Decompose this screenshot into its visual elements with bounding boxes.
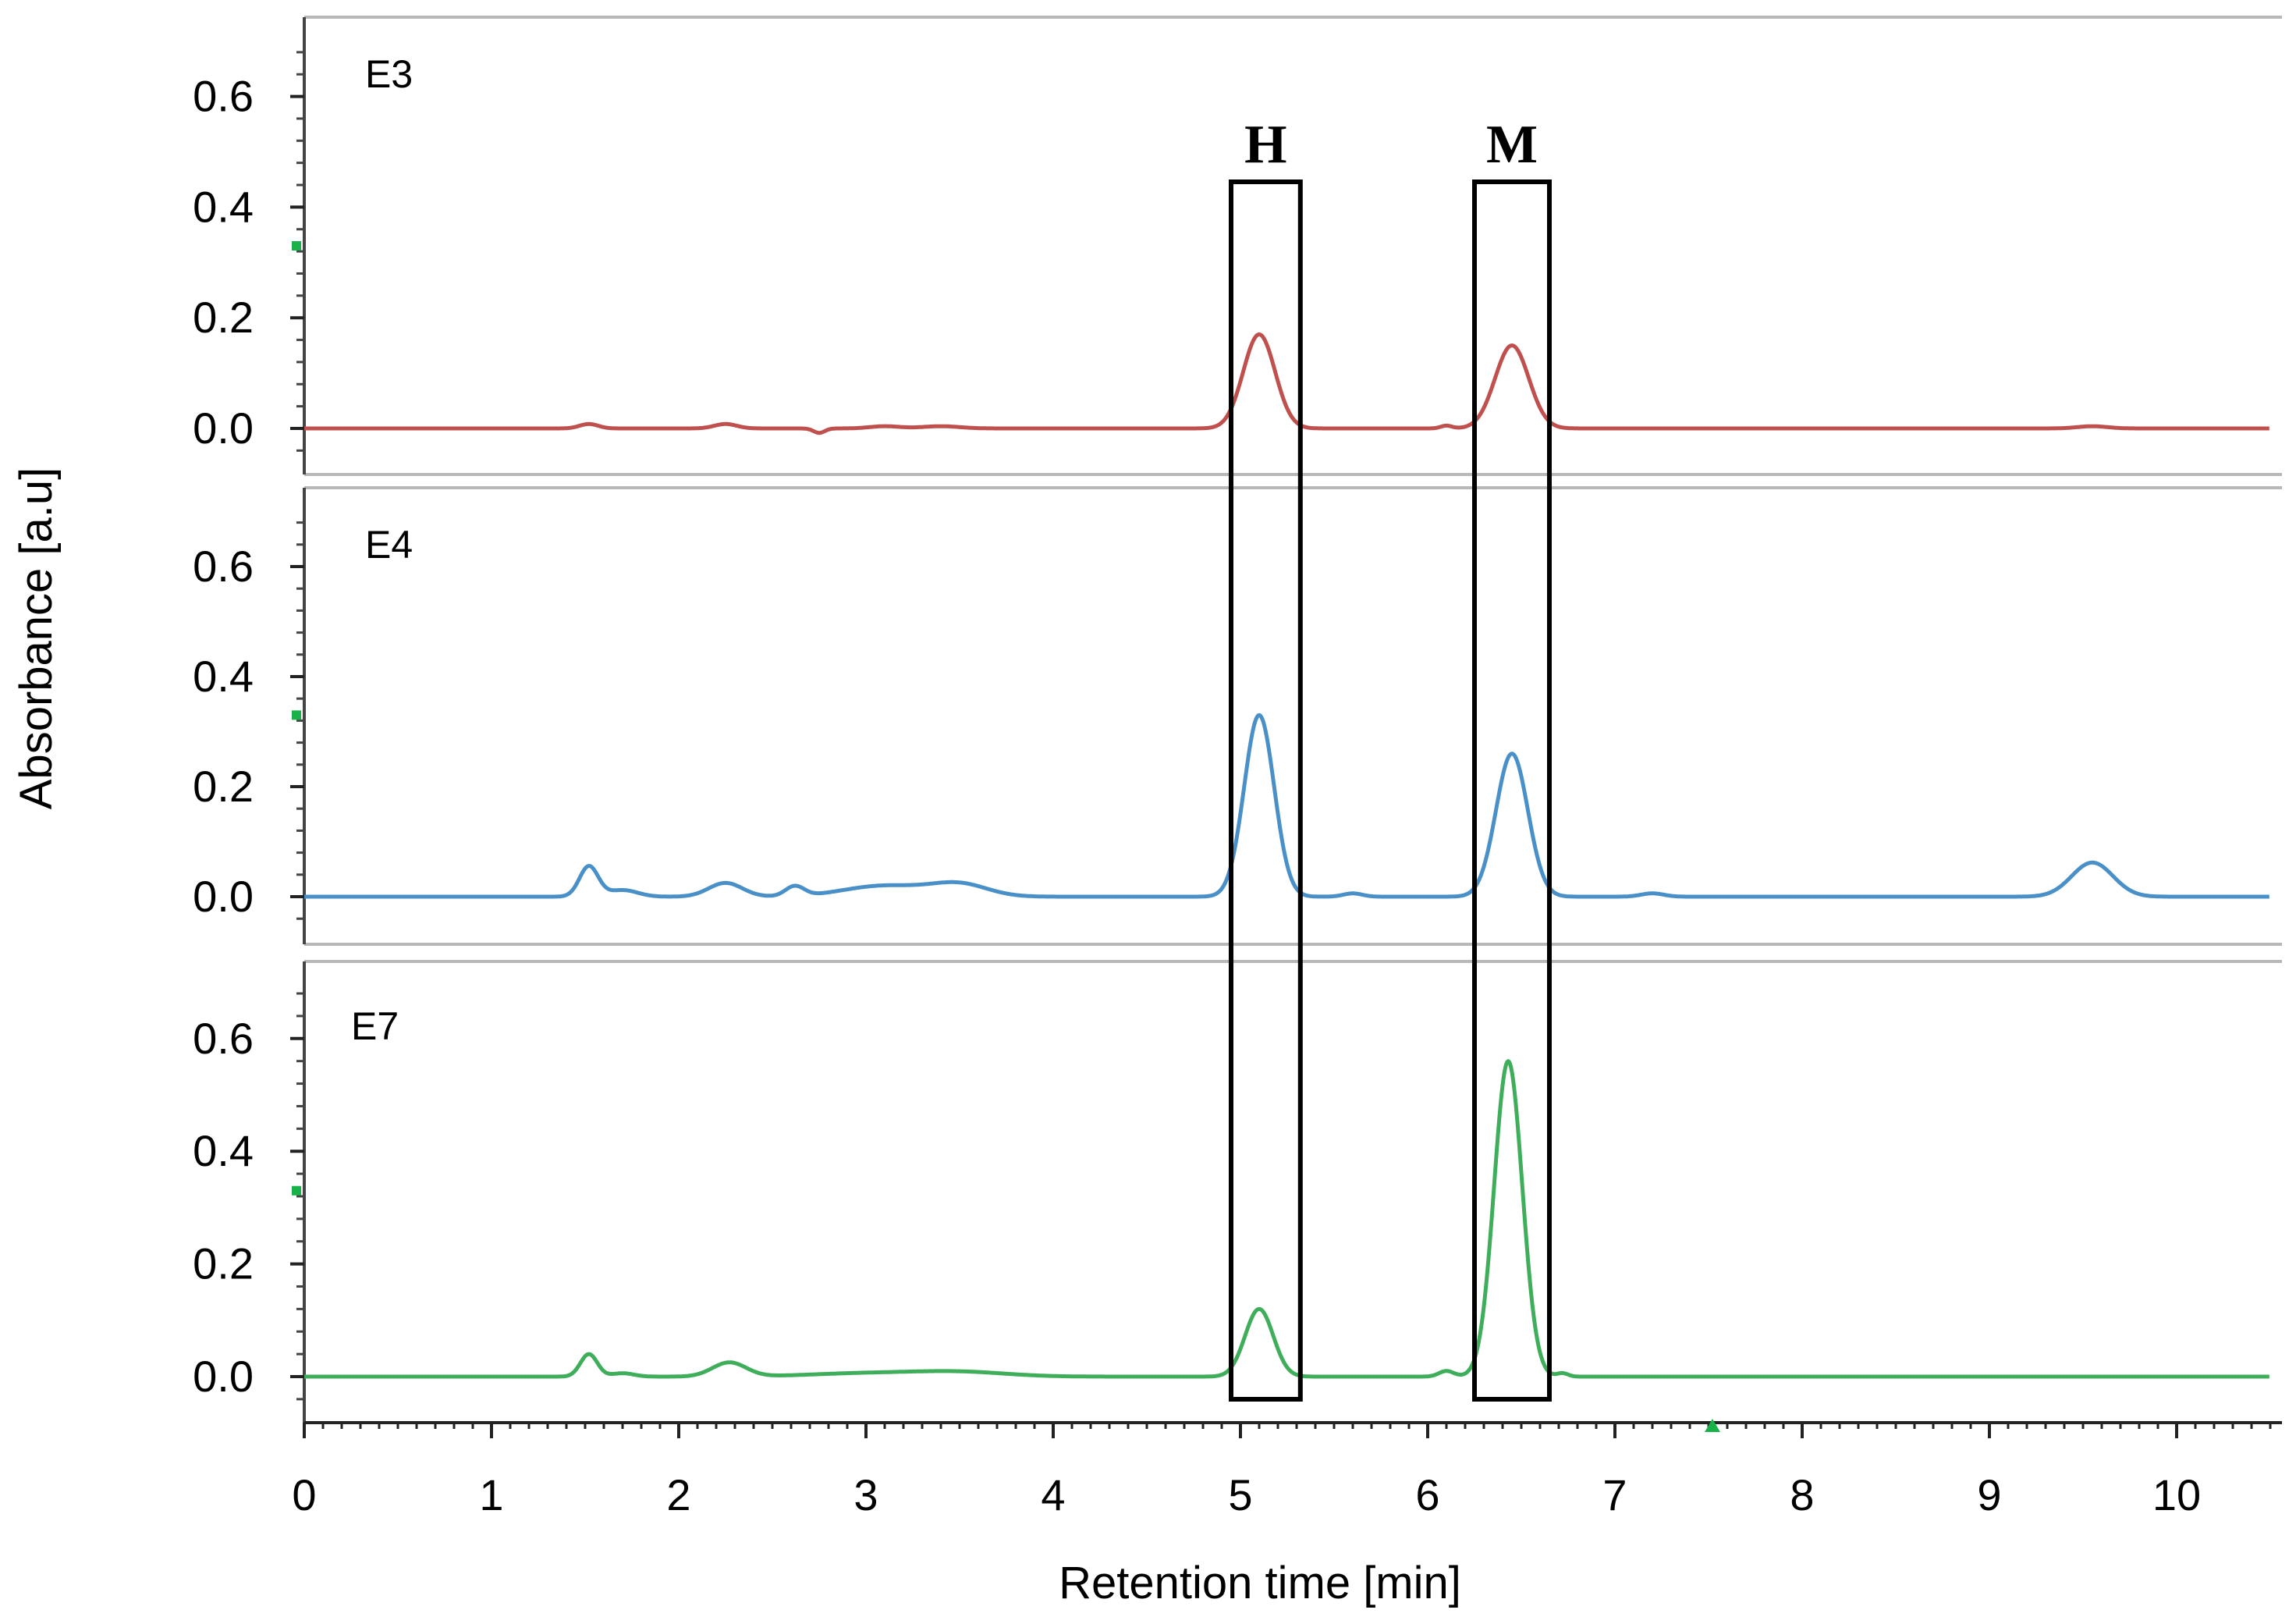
y-tick-label: 0.4 [193, 652, 254, 701]
x-tick-label: 9 [1977, 1470, 2001, 1519]
panel-label: E3 [365, 52, 413, 96]
y-tick-label: 0.6 [193, 72, 254, 121]
panel-e7: 0.0 0.2 0.4 0.6 E7 [193, 960, 2282, 1423]
x-tick-label: 7 [1602, 1470, 1627, 1519]
box-outline [1229, 179, 1303, 1402]
y-tick-label: 0.6 [193, 542, 254, 591]
trace-line-e4 [303, 712, 2271, 899]
highlight-box-h: H [1229, 115, 1303, 1402]
x-tick-label: 1 [479, 1470, 503, 1519]
box-label: M [1486, 115, 1538, 175]
box-outline [1472, 179, 1552, 1402]
panel-e3: 0.0 0.2 0.4 0.6 E3 [193, 16, 2282, 476]
box-label: H [1244, 115, 1286, 175]
x-tick-label: 2 [666, 1470, 690, 1519]
y-tick-label: 0.4 [193, 182, 254, 231]
panels-group: 0.0 0.2 0.4 0.6 E3 0.0 0.2 0.4 0.6 E4 0.0 0.2 0.4 0.6… [193, 16, 2282, 1423]
axis-marker [292, 1185, 301, 1196]
y-tick-label: 0.0 [193, 403, 254, 453]
panel-label: E4 [365, 523, 413, 567]
y-tick-label: 0.6 [193, 1014, 254, 1063]
highlight-box-m: M [1472, 115, 1552, 1402]
y-tick-label: 0.4 [193, 1126, 254, 1175]
axis-marker [292, 241, 301, 251]
y-tick-label: 0.2 [193, 762, 254, 811]
x-tick-label: 3 [853, 1470, 878, 1519]
y-tick-label: 0.2 [193, 1239, 254, 1288]
x-axis-title: Retention time [min] [1059, 1558, 1461, 1608]
y-tick-label: 0.2 [193, 293, 254, 342]
y-tick-label: 0.0 [193, 872, 254, 921]
x-tick-label: 4 [1041, 1470, 1065, 1519]
x-tick-label: 5 [1228, 1470, 1252, 1519]
y-tick-label: 0.0 [193, 1352, 254, 1401]
x-tick-label: 0 [292, 1470, 316, 1519]
trace-line-e7 [303, 1059, 2271, 1379]
x-tick-label: 6 [1415, 1470, 1439, 1519]
axis-marker [292, 710, 301, 720]
panel-label: E7 [351, 1004, 399, 1048]
trace-line-e3 [303, 332, 2271, 435]
x-tick-label: 10 [2152, 1470, 2201, 1519]
y-axis-title: Absorbance [a.u] [11, 467, 62, 810]
x-axis: 0 1 2 3 4 5 6 7 8 9 10 [292, 1419, 2282, 1519]
x-axis-marker [1705, 1419, 1720, 1432]
x-tick-label: 8 [1790, 1470, 1814, 1519]
panel-e4: 0.0 0.2 0.4 0.6 E4 [193, 486, 2282, 946]
